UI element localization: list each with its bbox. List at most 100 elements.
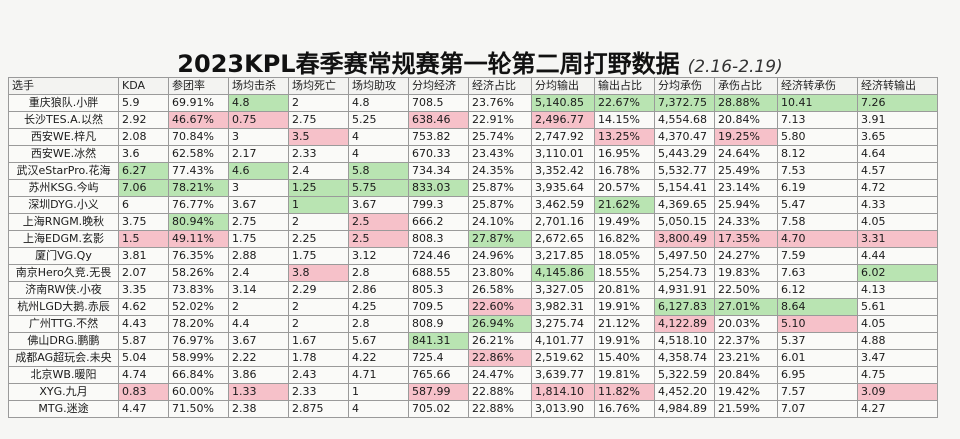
stat-cell: 3,935.64 xyxy=(531,179,595,197)
player-cell: 上海EDGM.玄影 xyxy=(8,230,119,248)
stat-cell: 7.53 xyxy=(777,162,858,180)
column-header: 经济占比 xyxy=(468,77,532,95)
stat-cell: 2.25 xyxy=(288,230,349,248)
table-row: 南京Hero久竞.无畏 2.07 58.26% 2.4 3.8 2.8 688.55 23.8… xyxy=(8,264,938,282)
player-cell: 苏州KSG.今屿 xyxy=(8,179,119,197)
stat-cell: 20.57% xyxy=(594,179,655,197)
stat-cell: 24.33% xyxy=(714,213,778,231)
stat-cell: 4.6 xyxy=(228,162,289,180)
stat-cell: 2.38 xyxy=(228,400,289,418)
stat-cell: 5.9 xyxy=(118,94,169,112)
stat-cell: 7.57 xyxy=(777,383,858,401)
stat-cell: 2 xyxy=(288,298,349,316)
stat-cell: 2.75 xyxy=(288,111,349,129)
stat-cell: 4.4 xyxy=(228,315,289,333)
stat-cell: 78.20% xyxy=(168,315,229,333)
stat-cell: 3.12 xyxy=(348,247,409,265)
stat-cell: 725.4 xyxy=(408,349,469,367)
stat-cell: 4,370.47 xyxy=(654,128,715,146)
stat-cell: 18.05% xyxy=(594,247,655,265)
stat-cell: 11.82% xyxy=(594,383,655,401)
stat-cell: 4,145.86 xyxy=(531,264,595,282)
stat-cell: 2.17 xyxy=(228,145,289,163)
table-row: 西安WE.冰然 3.6 62.58% 2.17 2.33 4 670.33 23.43% 3,1… xyxy=(8,145,938,163)
stat-cell: 688.55 xyxy=(408,264,469,282)
column-header: 输出占比 xyxy=(594,77,655,95)
stat-cell: 2.5 xyxy=(348,213,409,231)
stat-cell: 2 xyxy=(288,94,349,112)
player-cell: 西安WE.冰然 xyxy=(8,145,119,163)
stat-cell: 4,122.89 xyxy=(654,315,715,333)
stat-cell: 1.75 xyxy=(228,230,289,248)
stat-cell: 19.25% xyxy=(714,128,778,146)
player-cell: 成都AG超玩会.未央 xyxy=(8,349,119,367)
stat-cell: 3.09 xyxy=(857,383,938,401)
stat-cell: 76.97% xyxy=(168,332,229,350)
stat-cell: 22.37% xyxy=(714,332,778,350)
stat-cell: 4.05 xyxy=(857,315,938,333)
stat-cell: 3 xyxy=(228,128,289,146)
stat-cell: 21.59% xyxy=(714,400,778,418)
stat-cell: 670.33 xyxy=(408,145,469,163)
stat-cell: 2.33 xyxy=(288,145,349,163)
stat-cell: 0.75 xyxy=(228,111,289,129)
stat-cell: 666.2 xyxy=(408,213,469,231)
stat-cell: 3,217.85 xyxy=(531,247,595,265)
stat-cell: 4.44 xyxy=(857,247,938,265)
stat-cell: 17.35% xyxy=(714,230,778,248)
stat-cell: 49.11% xyxy=(168,230,229,248)
stat-cell: 3,352.42 xyxy=(531,162,595,180)
stat-cell: 2.43 xyxy=(288,366,349,384)
stat-cell: 2,747.92 xyxy=(531,128,595,146)
stat-cell: 2,672.65 xyxy=(531,230,595,248)
stat-cell: 23.76% xyxy=(468,94,532,112)
table-row: XYG.九月 0.83 60.00% 1.33 2.33 1 587.99 22.88% 1,8… xyxy=(8,383,938,401)
stat-cell: 22.60% xyxy=(468,298,532,316)
stat-cell: 4.62 xyxy=(118,298,169,316)
stat-cell: 23.80% xyxy=(468,264,532,282)
stat-cell: 2.08 xyxy=(118,128,169,146)
stat-cell: 833.03 xyxy=(408,179,469,197)
stat-cell: 7,372.75 xyxy=(654,94,715,112)
stat-cell: 1.78 xyxy=(288,349,349,367)
stat-cell: 71.50% xyxy=(168,400,229,418)
player-cell: 广州TTG.不然 xyxy=(8,315,119,333)
stat-cell: 4.75 xyxy=(857,366,938,384)
stat-cell: 2.33 xyxy=(288,383,349,401)
player-cell: 佛山DRG.鹏鹏 xyxy=(8,332,119,350)
stat-cell: 46.67% xyxy=(168,111,229,129)
table-row: 北京WB.暖阳 4.74 66.84% 3.86 2.43 4.71 765.66 24.47… xyxy=(8,366,938,384)
stat-cell: 15.40% xyxy=(594,349,655,367)
stat-cell: 1 xyxy=(288,196,349,214)
stat-cell: 4.05 xyxy=(857,213,938,231)
stat-cell: 5.47 xyxy=(777,196,858,214)
column-header: 分均承伤 xyxy=(654,77,715,95)
column-header: 选手 xyxy=(8,77,119,95)
table-row: 西安WE.梓凡 2.08 70.84% 3 3.5 4 753.82 25.74% 2,747.… xyxy=(8,128,938,146)
stat-cell: 6.01 xyxy=(777,349,858,367)
stat-cell: 18.55% xyxy=(594,264,655,282)
stat-cell: 25.49% xyxy=(714,162,778,180)
table-row: 广州TTG.不然 4.43 78.20% 4.4 2 2.8 808.9 26.94% 3,27… xyxy=(8,315,938,333)
title-row: 2023KPL春季赛常规赛第一轮第二周打野数据 (2.16-2.19) xyxy=(0,44,960,78)
stat-cell: 724.46 xyxy=(408,247,469,265)
table-row: 武汉eStarPro.花海 6.27 77.43% 4.6 2.4 5.8 734.34 24… xyxy=(8,162,938,180)
stat-cell: 66.84% xyxy=(168,366,229,384)
stat-cell: 4.47 xyxy=(118,400,169,418)
stat-cell: 3.5 xyxy=(288,128,349,146)
table-row: 深圳DYG.小义 6 76.77% 3.67 1 3.67 799.3 25.87% 3,462… xyxy=(8,196,938,214)
stat-cell: 5.04 xyxy=(118,349,169,367)
player-cell: 西安WE.梓凡 xyxy=(8,128,119,146)
stat-cell: 76.35% xyxy=(168,247,229,265)
stat-cell: 22.67% xyxy=(594,94,655,112)
player-cell: 重庆狼队.小胖 xyxy=(8,94,119,112)
stat-cell: 3.35 xyxy=(118,281,169,299)
table-row: 厦门VG.Qy 3.81 76.35% 2.88 1.75 3.12 724.46 24.96… xyxy=(8,247,938,265)
stat-cell: 1.75 xyxy=(288,247,349,265)
column-header: 经济转承伤 xyxy=(777,77,858,95)
stat-cell: 587.99 xyxy=(408,383,469,401)
stat-cell: 3,639.77 xyxy=(531,366,595,384)
stat-cell: 2 xyxy=(288,213,349,231)
stat-cell: 4 xyxy=(348,145,409,163)
stat-cell: 638.46 xyxy=(408,111,469,129)
